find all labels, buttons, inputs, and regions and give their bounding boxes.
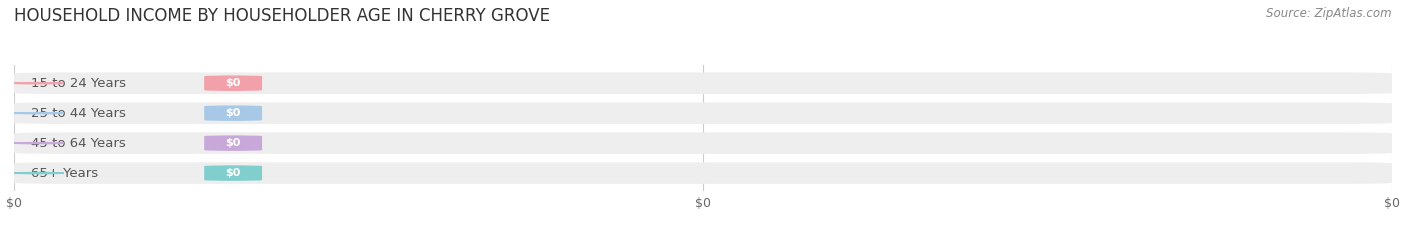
Circle shape (14, 173, 63, 174)
Text: 15 to 24 Years: 15 to 24 Years (31, 77, 125, 90)
FancyBboxPatch shape (204, 165, 262, 181)
Text: $0: $0 (225, 138, 240, 148)
FancyBboxPatch shape (14, 72, 1392, 94)
Text: Source: ZipAtlas.com: Source: ZipAtlas.com (1267, 7, 1392, 20)
Text: 25 to 44 Years: 25 to 44 Years (31, 107, 125, 120)
Text: 45 to 64 Years: 45 to 64 Years (31, 137, 125, 150)
Text: 65+ Years: 65+ Years (31, 167, 98, 180)
Text: $0: $0 (225, 78, 240, 88)
Circle shape (14, 113, 63, 114)
Text: HOUSEHOLD INCOME BY HOUSEHOLDER AGE IN CHERRY GROVE: HOUSEHOLD INCOME BY HOUSEHOLDER AGE IN C… (14, 7, 550, 25)
FancyBboxPatch shape (204, 135, 262, 151)
FancyBboxPatch shape (14, 102, 1392, 124)
Text: $0: $0 (225, 108, 240, 118)
Circle shape (14, 143, 63, 144)
FancyBboxPatch shape (204, 105, 262, 121)
FancyBboxPatch shape (14, 162, 1392, 184)
FancyBboxPatch shape (14, 132, 1392, 154)
Text: $0: $0 (225, 168, 240, 178)
FancyBboxPatch shape (204, 75, 262, 91)
Circle shape (14, 83, 63, 84)
